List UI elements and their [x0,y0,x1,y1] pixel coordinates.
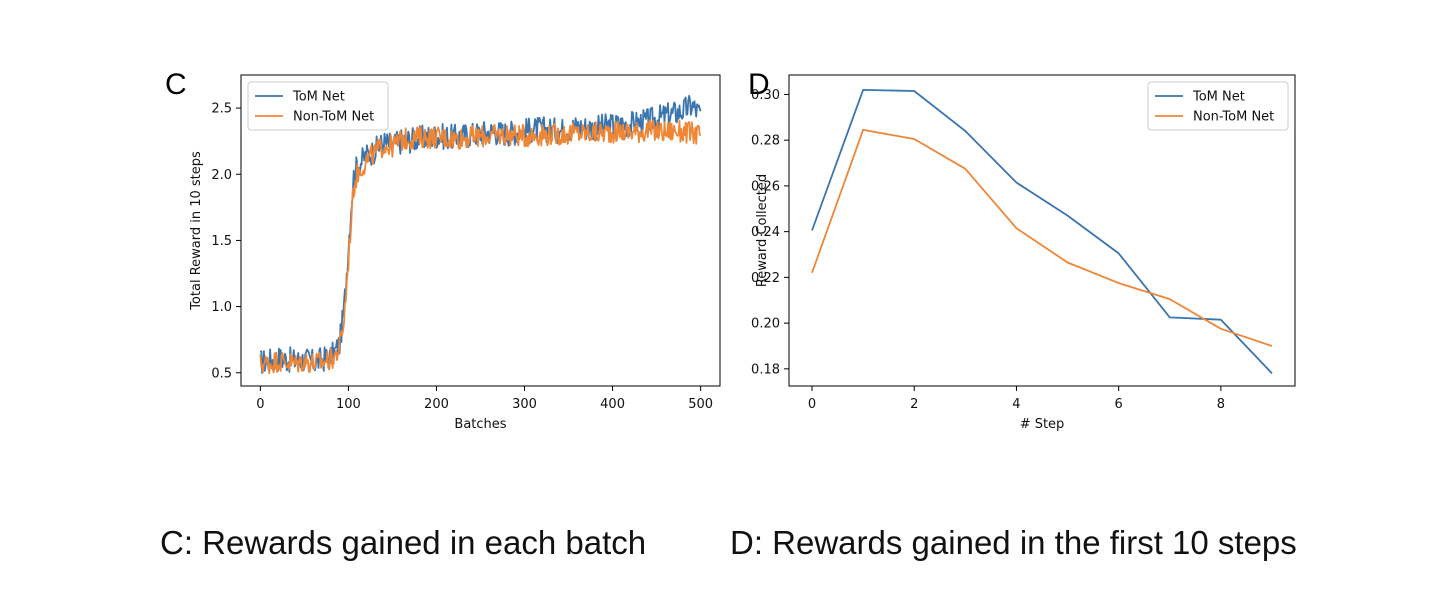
x-tick-label: 0 [808,397,816,412]
chart-d: D 0 2 4 6 8 0.18 0.20 0.22 0.24 0.26 0.28 0.30 # Step… [748,68,1296,432]
legend-label-tom: ToM Net [1192,90,1245,105]
x-tick-label: 200 [424,397,449,412]
y-tick-label: 0.28 [751,134,780,149]
x-tick-label: 8 [1217,397,1225,412]
legend-box [1147,81,1289,131]
series-line-tom [811,89,1273,375]
x-tick-label: 6 [1115,397,1123,412]
y-tick-label: 0.5 [211,366,232,381]
legend-label-nontom: Non-ToM Net [293,110,374,125]
x-tick-label: 4 [1012,397,1020,412]
x-tick-label: 300 [512,397,537,412]
x-axis-label: # Step [1020,417,1065,432]
y-tick-label: 0.18 [751,362,780,377]
caption-c: C: Rewards gained in each batch [160,524,647,561]
x-tick-label: 100 [336,397,361,412]
y-tick-label: 2.0 [211,168,232,183]
plot-frame [788,74,1296,387]
series-line-nontom [259,119,702,375]
legend-label-tom: ToM Net [292,90,345,105]
panel-letter-c: C [165,68,187,101]
legend: ToM Net Non-ToM Net [247,81,389,131]
y-axis-label: Reward Collected [755,174,770,287]
y-tick-label: 0.24 [751,225,780,240]
panel-letter-d: D [748,68,770,101]
x-axis-label: Batches [454,417,506,432]
y-tick-label: 0.26 [751,179,780,194]
y-tick-label: 1.5 [211,234,232,249]
y-tick-label: 2.5 [211,102,232,117]
x-tick-label: 0 [256,397,264,412]
plot-frame [240,74,721,387]
y-tick-label: 0.22 [751,271,780,286]
x-tick-label: 500 [688,397,713,412]
caption-d: D: Rewards gained in the first 10 steps [730,524,1297,561]
x-tick-label: 2 [910,397,918,412]
y-tick-label: 0.20 [751,317,780,332]
series-line-nontom [811,128,1273,347]
y-axis-label: Total Reward in 10 steps [189,151,204,311]
y-tick-label: 0.30 [751,88,780,103]
legend: ToM Net Non-ToM Net [1147,81,1289,131]
y-tick-label: 1.0 [211,300,232,315]
legend-box [247,81,389,131]
chart-c: C 0 100 200 300 400 500 0.5 1.0 1.5 2.0 2.5 Batches T… [165,68,721,432]
legend-label-nontom: Non-ToM Net [1193,110,1274,125]
x-tick-label: 400 [600,397,625,412]
